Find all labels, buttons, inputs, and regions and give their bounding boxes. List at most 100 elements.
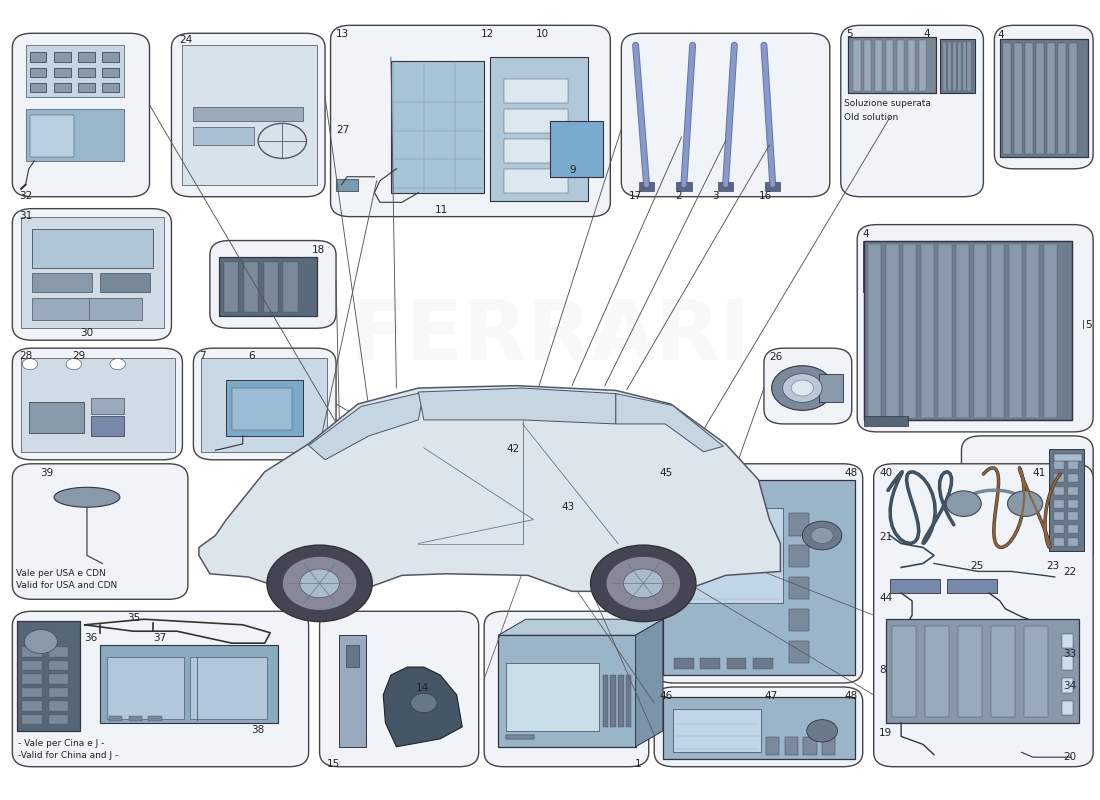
Bar: [490, 57, 588, 201]
Bar: [1054, 462, 1064, 470]
Bar: [109, 717, 122, 722]
Text: 16: 16: [759, 191, 772, 201]
Bar: [803, 738, 816, 754]
Circle shape: [782, 374, 822, 402]
Bar: [1063, 701, 1074, 715]
Bar: [784, 738, 798, 754]
Polygon shape: [418, 388, 616, 424]
Bar: [504, 109, 568, 133]
Bar: [91, 416, 124, 436]
Bar: [21, 358, 175, 452]
Bar: [818, 374, 843, 402]
Bar: [852, 41, 860, 90]
Bar: [30, 67, 46, 77]
Circle shape: [22, 358, 37, 370]
Bar: [48, 661, 68, 670]
Bar: [54, 67, 70, 77]
Text: 23: 23: [1046, 561, 1059, 571]
Bar: [673, 508, 782, 603]
Bar: [148, 717, 162, 722]
Text: 48: 48: [844, 691, 857, 701]
Bar: [874, 41, 882, 90]
Text: Soluzione superata: Soluzione superata: [844, 98, 931, 108]
Bar: [102, 82, 119, 92]
Bar: [194, 106, 304, 121]
Bar: [22, 715, 42, 725]
Bar: [626, 675, 631, 727]
Bar: [1063, 634, 1074, 648]
FancyBboxPatch shape: [194, 348, 336, 460]
Text: 13: 13: [336, 30, 350, 39]
Text: 32: 32: [19, 191, 32, 201]
Text: Valid for USA and CDN: Valid for USA and CDN: [15, 581, 117, 590]
Text: FERRARI: FERRARI: [349, 296, 751, 377]
Bar: [1054, 538, 1064, 546]
FancyBboxPatch shape: [12, 611, 309, 766]
Text: 33: 33: [1064, 649, 1077, 658]
Bar: [102, 53, 119, 62]
Bar: [16, 621, 80, 731]
FancyBboxPatch shape: [172, 34, 326, 197]
FancyBboxPatch shape: [12, 34, 150, 197]
Text: 37: 37: [153, 633, 166, 642]
Bar: [227, 380, 304, 436]
Circle shape: [1008, 491, 1043, 516]
FancyBboxPatch shape: [331, 26, 610, 217]
Text: 42: 42: [506, 444, 519, 454]
Text: 29: 29: [73, 350, 86, 361]
Text: 19: 19: [879, 729, 892, 738]
Circle shape: [806, 720, 837, 742]
FancyBboxPatch shape: [764, 348, 851, 424]
Bar: [504, 169, 568, 193]
Circle shape: [811, 527, 833, 543]
Bar: [848, 38, 936, 93]
Bar: [284, 262, 298, 312]
Bar: [29, 402, 84, 434]
Bar: [506, 735, 534, 739]
Bar: [789, 609, 808, 631]
Text: 6: 6: [249, 350, 255, 361]
FancyBboxPatch shape: [961, 436, 1093, 567]
Circle shape: [591, 545, 696, 622]
Bar: [1068, 525, 1078, 533]
Bar: [767, 738, 779, 754]
Circle shape: [946, 491, 981, 516]
Circle shape: [300, 569, 339, 598]
Text: Old solution: Old solution: [844, 113, 899, 122]
Bar: [1058, 43, 1066, 154]
Bar: [107, 657, 184, 719]
Bar: [48, 688, 68, 698]
Bar: [390, 61, 484, 193]
Bar: [498, 635, 636, 746]
Bar: [1068, 474, 1078, 482]
Bar: [1068, 538, 1078, 546]
Circle shape: [66, 358, 81, 370]
Text: 47: 47: [764, 691, 778, 701]
Bar: [903, 244, 916, 418]
Bar: [822, 738, 835, 754]
Bar: [789, 641, 808, 663]
Bar: [78, 82, 95, 92]
Bar: [1009, 244, 1022, 418]
Bar: [336, 179, 358, 191]
Bar: [1024, 626, 1048, 718]
Text: 44: 44: [879, 593, 892, 603]
Bar: [1054, 454, 1082, 461]
Bar: [938, 244, 952, 418]
Bar: [947, 578, 997, 593]
Bar: [22, 647, 42, 657]
Bar: [868, 244, 881, 418]
Text: 46: 46: [660, 691, 673, 701]
Bar: [890, 578, 939, 593]
Bar: [848, 38, 936, 93]
Bar: [962, 42, 966, 90]
Text: 21: 21: [879, 531, 892, 542]
Text: 39: 39: [40, 468, 53, 478]
Text: 9: 9: [570, 165, 576, 175]
Bar: [991, 626, 1015, 718]
Text: 41: 41: [1033, 468, 1046, 478]
Bar: [864, 416, 907, 426]
Text: 5: 5: [1086, 320, 1092, 330]
FancyBboxPatch shape: [12, 209, 172, 340]
Circle shape: [606, 556, 681, 610]
